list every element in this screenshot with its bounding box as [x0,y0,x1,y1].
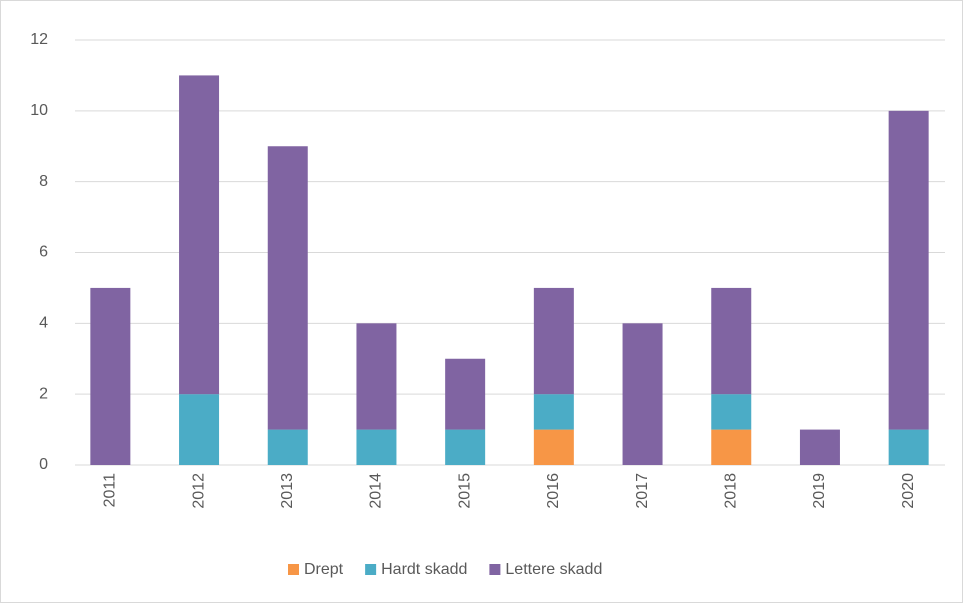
bar-segment [356,429,397,465]
bar-segment [888,110,929,430]
bar-segment [711,287,752,395]
x-tick-label: 2016 [545,473,562,509]
x-tick-label: 2013 [279,473,296,509]
x-tick-label: 2015 [456,473,473,509]
y-tick-label: 8 [39,173,48,190]
bar-segment [622,323,663,465]
bar-segment [267,429,308,465]
x-tick-label: 2018 [722,473,739,509]
x-tick-label: 2020 [900,473,917,509]
legend-swatch [365,564,377,575]
x-tick-label: 2019 [811,473,828,509]
x-tick-label: 2014 [368,473,385,509]
legend-label: Lettere skadd [505,561,602,578]
bar-segment [445,358,486,430]
bar-segment [533,394,574,430]
bar-segment [267,146,308,430]
bar-segment [356,323,397,430]
legend-label: Hardt skadd [381,561,467,578]
legend-swatch [288,564,299,575]
x-tick-label: 2017 [634,473,651,509]
bar-segment [888,429,929,465]
x-tick-label: 2011 [102,473,119,508]
bar-segment [711,429,752,465]
bar-segment [533,287,574,395]
bar-segment [90,287,131,465]
y-tick-label: 4 [39,315,48,332]
y-tick-label: 10 [30,102,48,119]
legend-label: Drept [304,561,344,578]
bar-segment [711,394,752,430]
bar-segment [445,429,486,465]
bar-segment [533,429,574,465]
bar-segment [179,394,220,465]
bar-segment [799,429,840,465]
legend-swatch [489,564,501,575]
x-tick-label: 2012 [190,473,207,509]
y-tick-label: 0 [39,456,48,473]
bar-segment [179,75,220,395]
y-tick-label: 6 [39,244,48,261]
y-tick-label: 2 [39,385,48,402]
y-tick-label: 12 [30,31,48,48]
